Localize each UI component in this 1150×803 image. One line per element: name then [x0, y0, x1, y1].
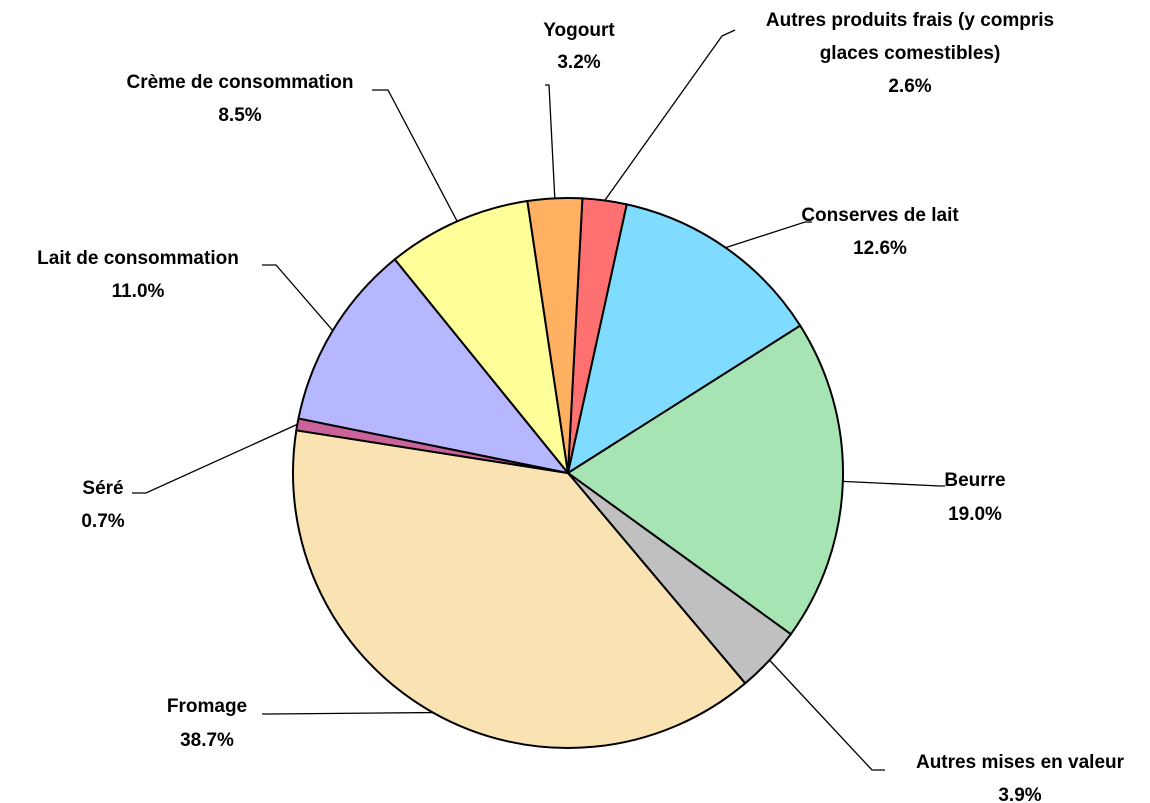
pie-slice — [566, 203, 802, 476]
slice-label: Fromage — [166, 696, 248, 717]
slice-label: Crème de consommation — [126, 72, 354, 93]
leader-line — [132, 423, 298, 494]
pie-slice — [393, 199, 570, 477]
leader-line — [604, 29, 736, 201]
slice-value-label: 2.6% — [888, 76, 932, 97]
slice-label: Beurre — [944, 470, 1006, 491]
leader-line — [725, 221, 812, 249]
slice-value-label: 3.2% — [557, 52, 601, 73]
slice-value-label: 19.0% — [948, 504, 1002, 525]
leader-line — [769, 659, 885, 771]
slice-label: Lait de consommation — [37, 248, 239, 269]
slice-value-label: 12.6% — [853, 238, 907, 259]
leader-line — [262, 711, 433, 715]
slice-value-label: 0.7% — [81, 511, 125, 532]
slice-label: Yogourt — [543, 20, 615, 41]
slice-value-label: 8.5% — [218, 105, 262, 126]
slice-value-label: 38.7% — [180, 730, 234, 751]
pie-slice — [292, 429, 747, 749]
slice-label: Conserves de lait — [801, 205, 959, 226]
slice-label: Autres mises en valeur — [915, 752, 1125, 773]
leader-line — [545, 84, 556, 199]
slice-label: Autres produits frais (y compris glaces … — [765, 10, 1055, 64]
pie-slice — [526, 197, 584, 474]
leader-line — [372, 89, 458, 222]
leader-line — [262, 264, 334, 331]
slice-value-label: 11.0% — [111, 281, 165, 302]
slice-value-label: 3.9% — [998, 785, 1042, 803]
slice-label: Séré — [82, 478, 124, 499]
leader-line — [842, 480, 945, 487]
